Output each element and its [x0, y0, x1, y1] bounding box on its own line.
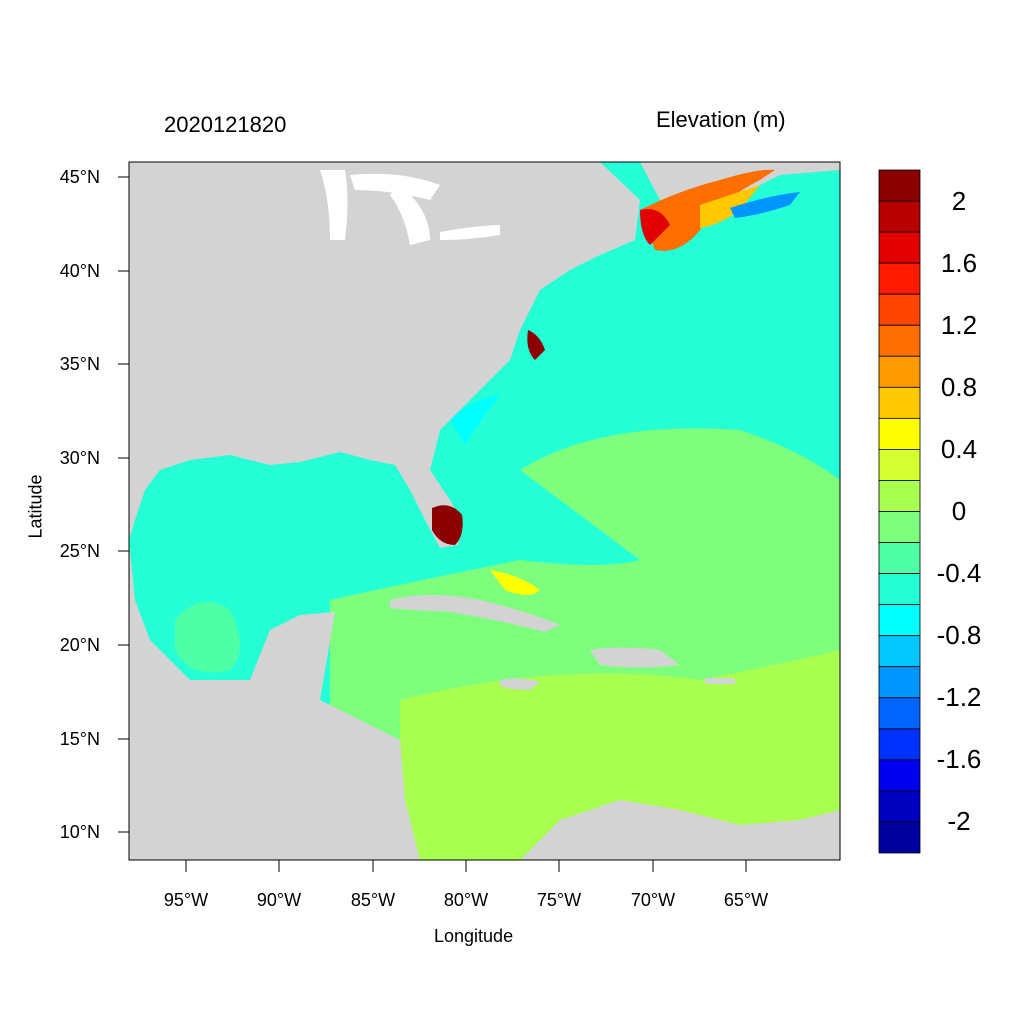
variable-title: Elevation (m): [656, 107, 786, 132]
x-axis-label: Longitude: [434, 926, 514, 946]
lat-tick-label: 40°N: [59, 261, 100, 281]
gulf-bay-campeche: [175, 602, 240, 673]
colorbar-label: -0.4: [936, 558, 982, 588]
lon-tick-label: 75°W: [536, 890, 582, 910]
colorbar-segment: [878, 449, 921, 481]
new-england-surge-core: [640, 209, 670, 245]
colorbar-segment: [878, 293, 921, 326]
lon-tick-label: 70°W: [630, 890, 676, 910]
caribbean-positive-region: [400, 650, 840, 860]
colorbar-segment: [878, 790, 921, 823]
lon-tick-label: 95°W: [163, 890, 209, 910]
colorbar: [878, 169, 921, 854]
lon-tick-marks: [185, 860, 747, 872]
colorbar-segment: [878, 697, 921, 730]
colorbar-segment: [878, 635, 921, 668]
y-axis-label: Latitude: [25, 474, 46, 539]
lon-tick-label: 90°W: [256, 890, 302, 910]
colorbar-segment: [878, 386, 921, 419]
map-frame: [128, 161, 841, 861]
lat-tick-label: 10°N: [59, 822, 100, 842]
colorbar-segment: [878, 821, 921, 854]
colorbar-label: -0.8: [936, 620, 982, 650]
lake-superior: [350, 173, 440, 200]
lake-huron: [390, 185, 430, 245]
lon-tick-label: 80°W: [443, 890, 489, 910]
colorbar-segment: [878, 573, 921, 606]
colorbar-segment: [878, 542, 921, 574]
colorbar-segment: [878, 200, 921, 233]
colorbar-segment: [878, 759, 921, 792]
cuba-land: [390, 595, 560, 632]
mexico-central-america-land: [129, 540, 420, 860]
colorbar-segment: [878, 355, 921, 388]
colorbar-segment: [878, 417, 921, 450]
puerto-rico-land: [705, 678, 735, 684]
colorbar-segment: [878, 169, 921, 202]
se-coast-low: [450, 395, 500, 445]
colorbar-label: -1.6: [936, 744, 982, 774]
colorbar-label: 1.2: [940, 310, 978, 340]
south-america-land: [520, 800, 840, 860]
colorbar-segment: [878, 262, 921, 295]
colorbar-label: 0: [951, 496, 967, 526]
lat-tick-label: 45°N: [59, 167, 100, 187]
colorbar-label: -1.2: [936, 682, 982, 712]
lat-tick-label: 30°N: [59, 448, 100, 468]
lake-michigan: [320, 170, 348, 240]
florida-surge: [432, 505, 463, 545]
lat-tick-label: 35°N: [59, 354, 100, 374]
lat-tick-label: 15°N: [59, 729, 100, 749]
lat-tick-label: 25°N: [59, 541, 100, 561]
colorbar-segment: [878, 666, 921, 699]
colorbar-segment: [878, 231, 921, 264]
new-england-surge-edge: [700, 185, 760, 228]
colorbar-label: 0.4: [940, 434, 978, 464]
lat-tick-label: 20°N: [59, 635, 100, 655]
lat-tick-marks: [118, 176, 129, 833]
map-area: [129, 162, 840, 860]
colorbar-segment: [878, 604, 921, 637]
colorbar-label: -2: [947, 806, 971, 836]
hispaniola-land: [590, 647, 680, 668]
timestamp-title: 2020121820: [164, 112, 287, 137]
colorbar-label: 0.8: [940, 372, 978, 402]
chesapeake-surge: [527, 330, 545, 360]
colorbar-segment: [878, 728, 921, 761]
nova-scotia-low: [730, 192, 800, 218]
colorbar-segment: [878, 324, 921, 357]
lake-erie: [440, 225, 500, 240]
colorbar-segment: [878, 511, 921, 543]
bahamas-positive: [490, 570, 540, 595]
colorbar-segment: [878, 480, 921, 512]
lon-tick-label: 85°W: [350, 890, 396, 910]
colorbar-label: 2: [951, 186, 967, 216]
colorbar-label: 1.6: [940, 248, 978, 278]
north-america-land: [129, 162, 640, 548]
jamaica-land: [500, 678, 540, 690]
lon-tick-label: 65°W: [723, 890, 769, 910]
